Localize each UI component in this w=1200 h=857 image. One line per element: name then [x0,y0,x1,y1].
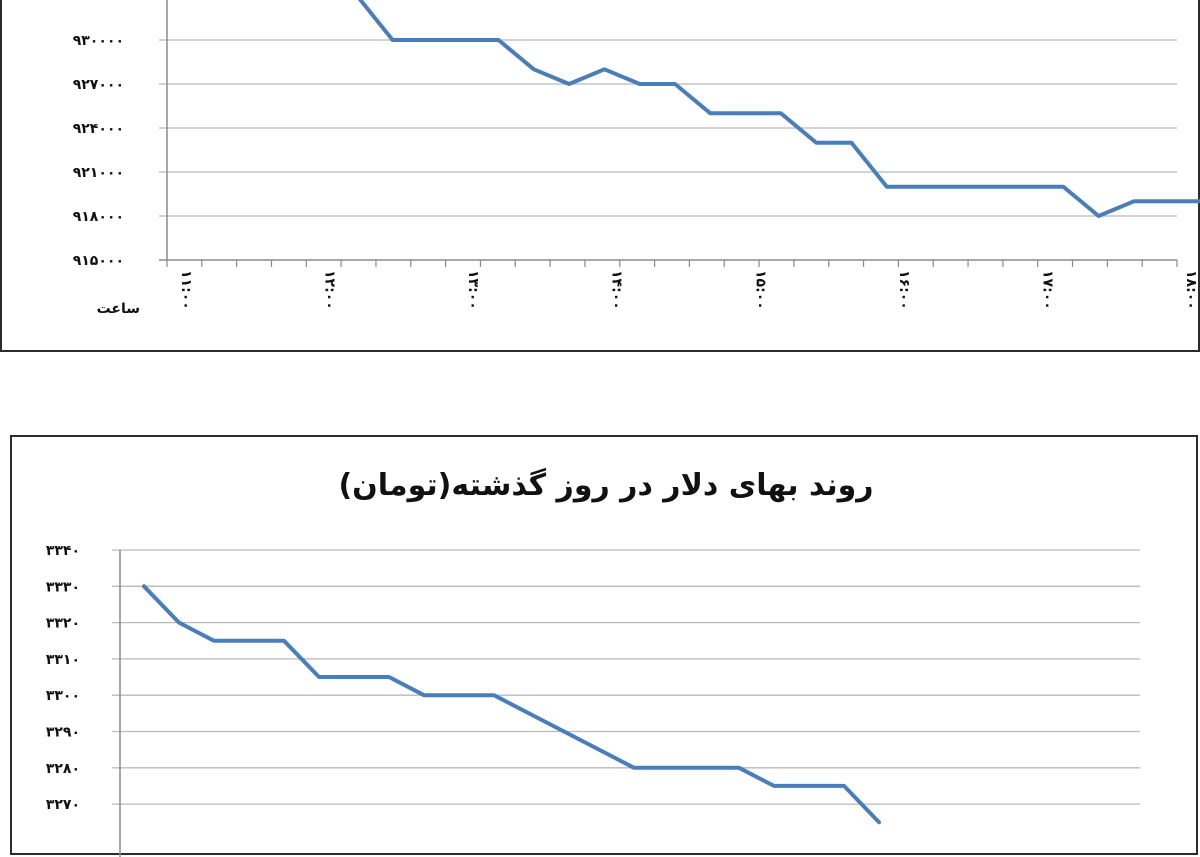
y-tick-label: ۹۱۸۰۰۰ [73,209,124,225]
chart-panel-top: ۹۱۵۰۰۰ ۹۱۸۰۰۰ ۹۲۱۰۰۰ ۹۲۴۰۰۰ ۹۲۷۰۰۰ ۹۳۰۰۰۰ ۱۱:۰… [0,0,1200,352]
y-tick-label: ۹۲۴۰۰۰ [73,121,124,137]
price-line-series [357,0,1200,218]
x-tick-label: ۱۴:۰۰ [609,270,625,310]
y-tick-label: ۹۲۱۰۰۰ [73,165,124,181]
y-tick-label: ۹۱۵۰۰۰ [73,253,124,269]
y-tick-label: ۳۲۹۰ [46,725,80,741]
chart-title: روند بهای دلار در روز گذشته(تومان) [338,467,873,503]
x-tick-label: ۱۷:۰۰ [1039,270,1055,310]
y-tick-label: ۳۲۸۰ [46,761,80,777]
y-tick-label: ۳۳۳۰ [46,579,80,595]
dollar-price-line-series [142,584,881,825]
x-tick-label: ۱۵:۰۰ [752,270,768,310]
x-tick-label: ۱۱:۰۰ [178,270,194,310]
x-axis-title: ساعت [97,301,140,317]
y-tick-label: ۹۲۷۰۰۰ [73,77,124,93]
x-tick-label: ۱۳:۰۰ [465,270,481,310]
x-tick-label: ۱۶:۰۰ [896,270,912,310]
chart-bottom-svg: روند بهای دلار در روز گذشته(تومان)۳۲۷۰۳۲… [46,467,1140,857]
chart-panel-bottom: روند بهای دلار در روز گذشته(تومان) ۳۲۷۰ ۳۲… [10,435,1198,857]
y-tick-label: ۳۳۴۰ [46,543,80,559]
chart-top-svg: ۹۱۵۰۰۰ ۹۱۸۰۰۰ ۹۲۱۰۰۰ ۹۲۴۰۰۰ ۹۲۷۰۰۰ ۹۳۰۰۰۰ ۱۱:۰… [73,0,1200,317]
x-tick-label: ۱۸:۰۰ [1183,270,1199,310]
x-tick-label: ۱۲:۰۰ [322,270,338,310]
y-tick-label: ۹۳۰۰۰۰ [73,33,124,49]
y-tick-label: ۳۳۲۰ [46,616,80,632]
y-tick-label: ۳۳۰۰ [46,688,80,704]
y-tick-label: ۳۳۱۰ [46,652,80,668]
